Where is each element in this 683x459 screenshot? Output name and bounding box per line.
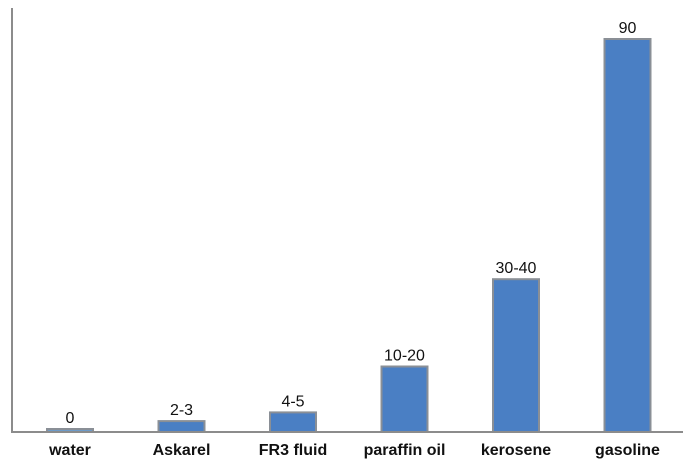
- bars-layer: [46, 38, 652, 434]
- category-label-askarel: Askarel: [153, 442, 211, 459]
- bar-kerosene: [492, 278, 540, 434]
- bar-paraffin-oil: [380, 365, 429, 433]
- category-labels-layer: water Askarel FR3 fluid paraffin oil kerosen…: [48, 442, 660, 459]
- data-label-paraffin-oil: 10-20: [384, 348, 425, 365]
- data-label-water: 0: [66, 410, 75, 427]
- data-label-gasoline: 90: [619, 20, 637, 37]
- category-label-gasoline: gasoline: [595, 442, 660, 459]
- data-label-fr3-fluid: 4-5: [281, 393, 304, 410]
- category-label-kerosene: kerosene: [481, 442, 551, 459]
- bar-fr3-fluid: [269, 411, 317, 433]
- axes: [11, 8, 683, 433]
- bar-askarel: [157, 420, 206, 434]
- data-label-kerosene: 30-40: [496, 260, 537, 277]
- category-label-water: water: [48, 442, 91, 459]
- data-label-askarel: 2-3: [170, 402, 193, 419]
- category-label-fr3-fluid: FR3 fluid: [259, 442, 327, 459]
- bar-gasoline: [603, 38, 652, 433]
- data-labels-layer: 0 2-3 4-5 10-20 30-40 90: [66, 20, 637, 427]
- category-label-paraffin-oil: paraffin oil: [364, 442, 446, 459]
